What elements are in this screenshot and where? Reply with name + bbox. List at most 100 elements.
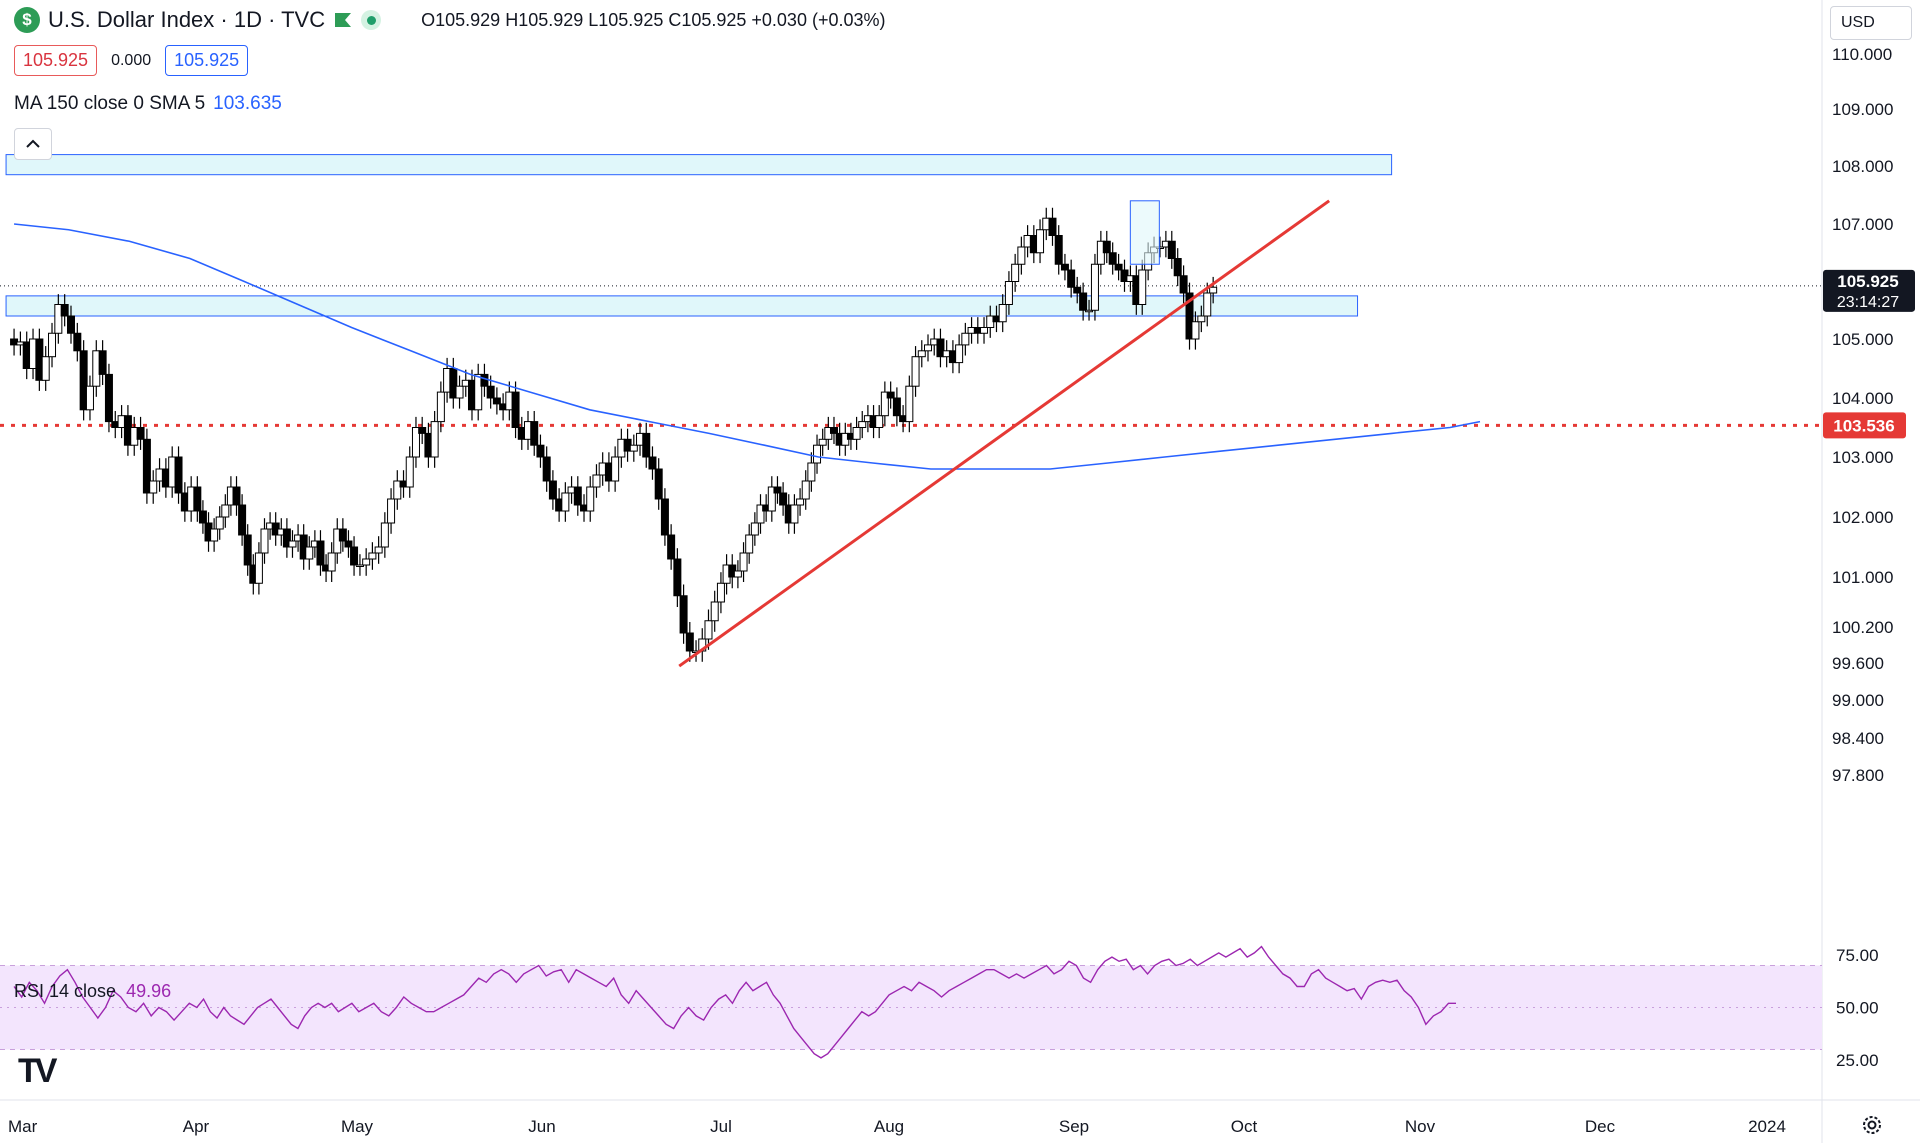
candle-body <box>1054 235 1063 265</box>
support-price-box <box>1823 412 1906 439</box>
symbol-header[interactable]: $ U.S. Dollar Index · 1D · TVC O105.929 … <box>14 7 886 33</box>
candle-body <box>1102 240 1111 254</box>
candle-body <box>511 391 520 429</box>
candle-body <box>911 356 920 387</box>
candle-body <box>1073 286 1082 294</box>
candle <box>745 524 754 564</box>
price-axis-label: 100.200 <box>1832 618 1893 637</box>
bid-price[interactable]: 105.925 <box>14 45 98 76</box>
candle <box>536 434 545 468</box>
price-axis-label: 102.000 <box>1832 508 1893 527</box>
collapse-legend-button[interactable] <box>14 128 52 160</box>
candle <box>355 554 364 576</box>
candle-body <box>1048 217 1057 236</box>
symbol-title[interactable]: U.S. Dollar Index · 1D · TVC <box>48 7 326 32</box>
candle <box>955 334 964 374</box>
candle <box>1060 253 1069 281</box>
candle-body <box>85 385 94 411</box>
candle <box>1185 282 1194 350</box>
rsi-line <box>13 945 1456 1059</box>
candle <box>654 458 663 510</box>
key-support-zone <box>5 295 1359 317</box>
candle <box>998 294 1007 333</box>
support-price-label: 103.536 <box>1833 416 1894 435</box>
candle <box>1048 207 1057 246</box>
market-status-icon[interactable] <box>361 10 382 30</box>
candle-body <box>660 498 669 536</box>
candle-body <box>48 332 57 358</box>
candle-body <box>368 552 377 560</box>
candle <box>210 518 219 552</box>
ma-legend[interactable]: MA 150 close 0 SMA 5 103.635 <box>14 93 282 115</box>
candle-body <box>282 528 291 548</box>
candle-body <box>238 504 247 536</box>
candle <box>387 488 396 534</box>
candle <box>455 375 464 409</box>
price-axis-label: 99.000 <box>1832 691 1884 710</box>
candle <box>756 494 765 534</box>
price-axis-label: 104.000 <box>1832 389 1893 408</box>
candle <box>660 488 669 546</box>
rsi-legend[interactable]: RSI 14 close 49.96 <box>14 981 171 1002</box>
candle <box>338 518 347 552</box>
candle <box>667 524 676 570</box>
candle <box>374 536 383 564</box>
candle <box>716 572 725 614</box>
candle <box>1173 248 1182 287</box>
candle-body <box>254 552 263 584</box>
currency-selector[interactable]: USD <box>1830 6 1912 40</box>
candle <box>790 494 799 534</box>
candle <box>773 476 782 504</box>
candle <box>1102 230 1111 264</box>
time-axis-label: 2024 <box>1748 1117 1786 1136</box>
ask-price[interactable]: 105.925 <box>165 45 249 76</box>
time-axis-label: Nov <box>1405 1117 1436 1136</box>
candle-body <box>338 528 347 542</box>
candle-body <box>136 427 145 440</box>
rsi-pane[interactable] <box>0 945 1822 1059</box>
candle <box>858 410 867 439</box>
flag-icon[interactable] <box>333 11 353 29</box>
candle <box>142 428 151 504</box>
candle <box>215 506 224 540</box>
candle-body <box>104 373 113 423</box>
candle <box>85 375 94 421</box>
candle-body <box>858 421 867 429</box>
tradingview-logo[interactable]: TV <box>18 1052 58 1090</box>
ma-value: 103.635 <box>213 93 282 114</box>
candle <box>1054 225 1063 275</box>
candle <box>1108 242 1117 275</box>
candle <box>1203 282 1212 327</box>
upper-resistance-zone <box>5 154 1393 176</box>
candle <box>1209 276 1218 304</box>
gear-icon[interactable] <box>1860 1113 1884 1137</box>
candle <box>418 416 427 445</box>
current-price-badge: 105.925 23:14:27 <box>1823 269 1915 312</box>
candle <box>260 518 269 564</box>
trendline-uptrend <box>678 199 1331 668</box>
candle-body <box>980 327 989 334</box>
candle-body <box>1017 246 1026 265</box>
candle <box>1167 230 1176 269</box>
ma150-line <box>13 223 1481 470</box>
candle-body <box>750 522 759 536</box>
candle-body <box>880 391 889 417</box>
candle-body <box>436 391 445 423</box>
candle-body <box>221 504 230 518</box>
candle <box>73 322 82 362</box>
candle-body <box>350 546 359 566</box>
candle <box>779 482 788 516</box>
candle <box>193 476 202 522</box>
candle <box>586 476 595 522</box>
candle <box>807 452 816 492</box>
candle-body <box>243 534 252 566</box>
candle <box>685 622 694 662</box>
candle-body <box>961 332 970 346</box>
candle <box>221 494 230 528</box>
candle-body <box>573 486 582 506</box>
candle <box>254 542 263 595</box>
candle-body <box>210 528 219 542</box>
candle-body <box>716 582 725 603</box>
time-axis-label: Apr <box>183 1117 210 1136</box>
